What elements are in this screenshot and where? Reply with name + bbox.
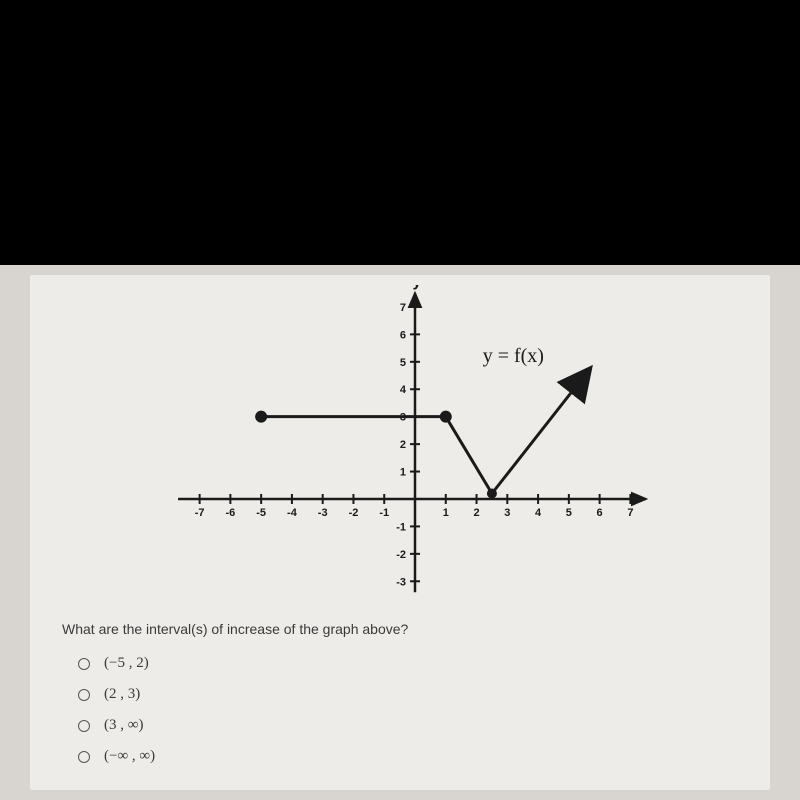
option-label: (2 , 3) bbox=[104, 686, 140, 703]
radio-icon bbox=[78, 658, 90, 670]
option-label: (3 , ∞) bbox=[104, 717, 143, 734]
graph-svg: -7-6-5-4-3-2-11234567-3-2-11234567yxy = … bbox=[175, 285, 655, 595]
radio-icon bbox=[78, 689, 90, 701]
svg-text:6: 6 bbox=[400, 329, 406, 341]
svg-text:-6: -6 bbox=[225, 507, 235, 519]
svg-text:1: 1 bbox=[400, 467, 406, 479]
svg-text:-7: -7 bbox=[195, 507, 205, 519]
svg-text:4: 4 bbox=[400, 384, 407, 396]
svg-text:6: 6 bbox=[597, 507, 603, 519]
content-area: -7-6-5-4-3-2-11234567-3-2-11234567yxy = … bbox=[0, 265, 800, 800]
svg-text:-1: -1 bbox=[396, 521, 406, 533]
radio-icon bbox=[78, 720, 90, 732]
svg-text:-3: -3 bbox=[318, 507, 328, 519]
svg-text:-2: -2 bbox=[349, 507, 359, 519]
option-a[interactable]: (−5 , 2) bbox=[78, 655, 770, 672]
svg-text:7: 7 bbox=[400, 302, 406, 314]
option-b[interactable]: (2 , 3) bbox=[78, 686, 770, 703]
radio-icon bbox=[78, 751, 90, 763]
option-d[interactable]: (−∞ , ∞) bbox=[78, 748, 770, 765]
svg-text:y: y bbox=[413, 285, 422, 290]
option-label: (−5 , 2) bbox=[104, 655, 149, 672]
svg-text:-3: -3 bbox=[396, 576, 406, 588]
option-label: (−∞ , ∞) bbox=[104, 748, 155, 765]
svg-text:2: 2 bbox=[473, 507, 479, 519]
svg-text:7: 7 bbox=[627, 507, 633, 519]
answer-options: (−5 , 2) (2 , 3) (3 , ∞) (−∞ , ∞) bbox=[78, 655, 770, 765]
top-black-bar bbox=[0, 0, 800, 265]
svg-text:-4: -4 bbox=[287, 507, 298, 519]
svg-text:3: 3 bbox=[504, 507, 510, 519]
svg-text:1: 1 bbox=[443, 507, 449, 519]
svg-text:4: 4 bbox=[535, 507, 542, 519]
question-panel: -7-6-5-4-3-2-11234567-3-2-11234567yxy = … bbox=[30, 275, 770, 790]
svg-text:y = f(x): y = f(x) bbox=[483, 345, 544, 367]
option-c[interactable]: (3 , ∞) bbox=[78, 717, 770, 734]
svg-text:2: 2 bbox=[400, 439, 406, 451]
question-text: What are the interval(s) of increase of … bbox=[62, 621, 770, 637]
svg-text:-5: -5 bbox=[256, 507, 266, 519]
svg-text:-1: -1 bbox=[379, 507, 389, 519]
function-graph: -7-6-5-4-3-2-11234567-3-2-11234567yxy = … bbox=[175, 285, 655, 595]
svg-text:5: 5 bbox=[566, 507, 572, 519]
svg-text:-2: -2 bbox=[396, 549, 406, 561]
svg-text:5: 5 bbox=[400, 357, 406, 369]
